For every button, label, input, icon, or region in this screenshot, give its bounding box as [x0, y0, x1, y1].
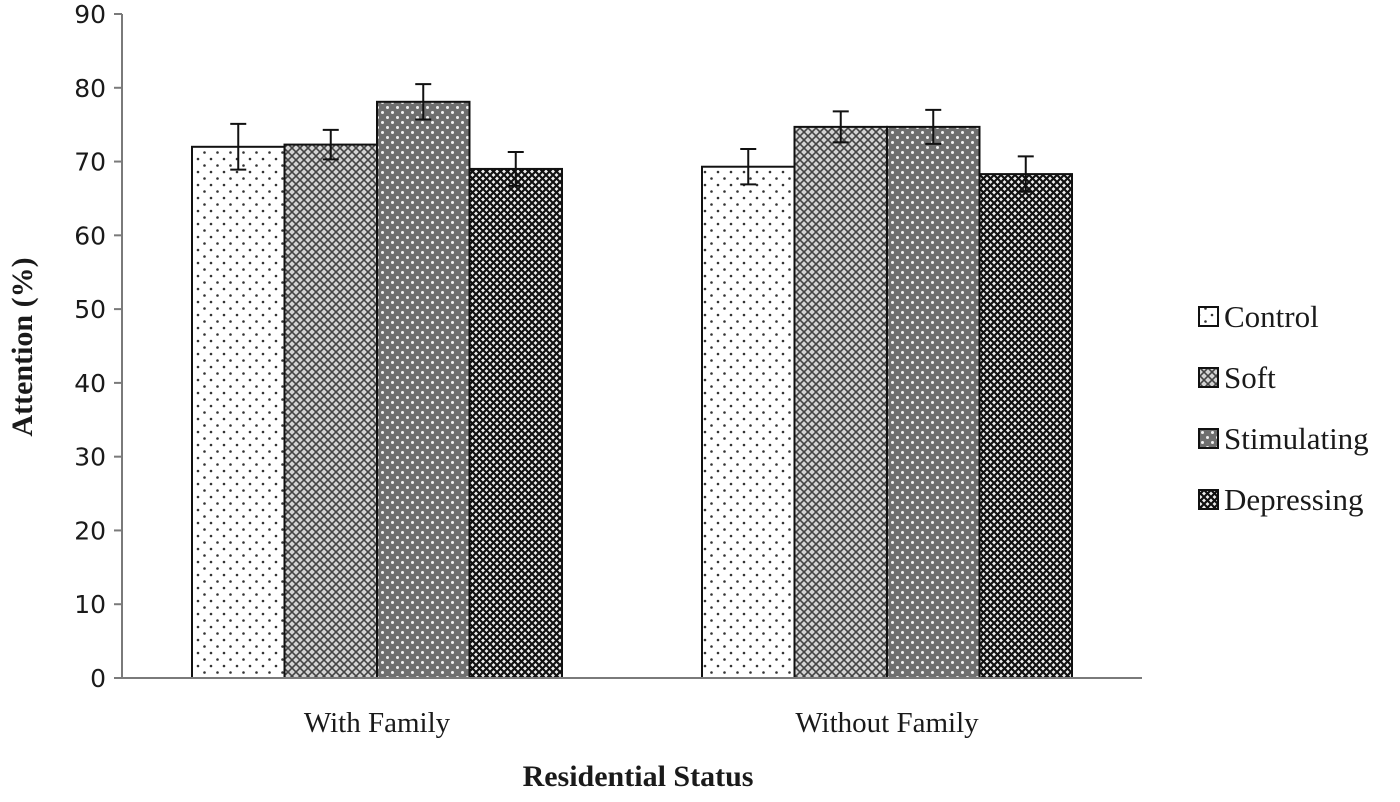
bar-control-1 — [191, 145, 286, 680]
y-tick-label: 30 — [74, 443, 106, 472]
legend-label-control: Control — [1224, 299, 1319, 334]
bar-stimulating-1 — [376, 100, 471, 680]
error-bars — [230, 83, 1034, 193]
legend: Control Soft Stimulating Depressing — [1198, 299, 1369, 517]
y-tick-label: 40 — [74, 369, 106, 398]
legend-label-soft: Soft — [1224, 360, 1276, 395]
x-axis-title: Residential Status — [523, 760, 754, 793]
legend-swatch-soft — [1198, 367, 1219, 388]
y-tick-label: 80 — [74, 74, 106, 103]
bar-control-2 — [701, 165, 796, 679]
y-axis-ticks: 0 10 20 30 40 50 60 70 80 90 — [74, 0, 122, 693]
legend-swatch-depressing — [1198, 489, 1219, 510]
y-tick-label: 50 — [74, 295, 106, 324]
y-tick-label: 60 — [74, 221, 106, 250]
legend-swatch-control — [1198, 306, 1219, 327]
legend-swatch-stimulating — [1198, 428, 1219, 449]
y-axis-title: Attention (%) — [6, 257, 39, 436]
x-category-label: Without Family — [795, 707, 979, 739]
bar-soft-2 — [793, 125, 888, 679]
bars — [191, 100, 1073, 680]
legend-label-stimulating: Stimulating — [1224, 421, 1369, 456]
bar-depressing-2 — [978, 173, 1073, 679]
y-tick-label: 90 — [74, 0, 106, 29]
y-tick-label: 20 — [74, 516, 106, 545]
x-axis-categories: With Family Without Family — [304, 707, 979, 739]
y-tick-label: 0 — [90, 664, 106, 693]
bar-soft-1 — [283, 143, 378, 679]
y-tick-label: 70 — [74, 148, 106, 177]
bar-depressing-1 — [468, 167, 563, 680]
bar-stimulating-2 — [886, 125, 981, 679]
legend-label-depressing: Depressing — [1224, 482, 1363, 517]
x-category-label: With Family — [304, 707, 451, 739]
y-tick-label: 10 — [74, 590, 106, 619]
